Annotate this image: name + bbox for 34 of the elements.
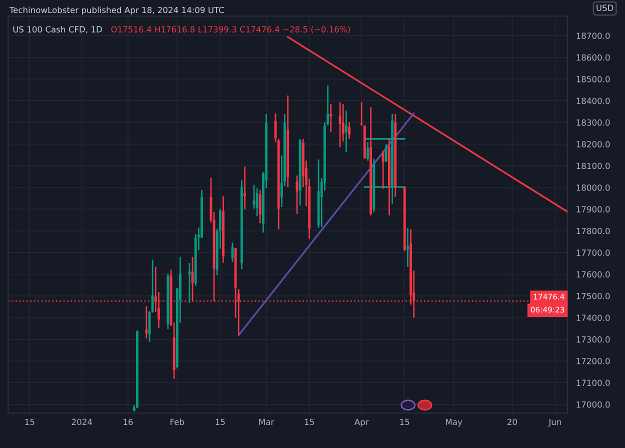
text: USD xyxy=(596,4,614,11)
y-tick-label: 17300.0 xyxy=(576,336,610,343)
x-tick-label: 2024 xyxy=(72,418,92,426)
y-tick-label: 17600.0 xyxy=(576,271,610,278)
x-tick-label: 16 xyxy=(124,418,133,426)
x-tick-label: Apr xyxy=(354,418,369,427)
x-tick-label: Feb xyxy=(170,418,184,426)
text: O17516.4 H17616.8 L17399.3 C17476.4 −28.5 (−0.16%) xyxy=(111,26,350,34)
y-tick-label: 18600.0 xyxy=(576,54,610,61)
y-tick-label: 17100.0 xyxy=(576,380,610,386)
x-tick-label: 15 xyxy=(400,418,410,426)
x-tick-label: 15 xyxy=(216,418,225,426)
text: US 100 Cash CFD, 1D xyxy=(13,26,102,34)
y-tick-label: 18100.0 xyxy=(576,162,610,170)
x-tick-label: 15 xyxy=(304,418,314,426)
y-tick-label: 17900.0 xyxy=(576,206,610,212)
x-tick-label: Jun xyxy=(548,418,562,427)
y-tick-label: 17000.0 xyxy=(576,401,610,408)
y-tick-label: 17800.0 xyxy=(576,228,610,234)
y-tick-label: 17200.0 xyxy=(576,358,610,364)
y-tick-label: 18500.0 xyxy=(576,76,610,82)
y-tick-label: 18200.0 xyxy=(576,141,610,148)
x-tick-label: Mar xyxy=(259,418,274,426)
y-tick-label: 18700.0 xyxy=(576,32,610,39)
text: TechinowLobster published Apr 18, 2024 14:09 UTC xyxy=(9,6,224,15)
x-tick-label: 20 xyxy=(507,418,517,426)
y-tick-label: 17700.0 xyxy=(576,250,610,256)
y-tick-label: 18000.0 xyxy=(576,184,610,191)
y-tick-label: 17400.0 xyxy=(576,314,610,321)
x-tick-label: May xyxy=(446,418,462,427)
y-tick-label: 18300.0 xyxy=(576,119,610,126)
y-tick-label: 18400.0 xyxy=(576,98,610,104)
x-tick-label: 15 xyxy=(25,418,34,426)
y-tick-label: 17500.0 xyxy=(576,292,610,300)
